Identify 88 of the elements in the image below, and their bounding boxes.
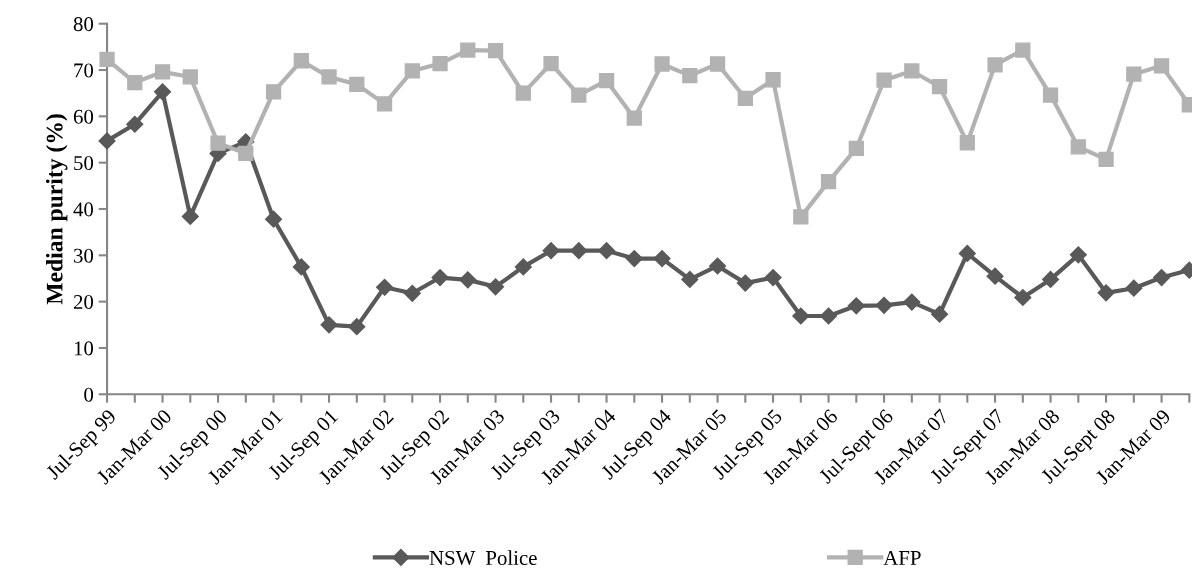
point	[570, 242, 588, 260]
point	[765, 72, 781, 88]
point	[848, 140, 864, 156]
point	[1125, 279, 1143, 297]
point	[292, 258, 310, 276]
y-tick-label: 80	[73, 17, 94, 32]
point	[126, 115, 144, 133]
point	[1153, 58, 1170, 74]
y-axis-title: Median purity (%)	[45, 114, 68, 305]
point	[375, 278, 394, 296]
point	[515, 85, 531, 101]
point	[875, 296, 893, 314]
point	[99, 51, 115, 68]
point	[709, 257, 727, 275]
legend-label: NSW Police	[429, 550, 537, 566]
legend-label: AFP	[883, 550, 921, 565]
point	[682, 67, 698, 84]
point	[293, 53, 309, 69]
point	[625, 250, 643, 268]
point	[264, 210, 283, 228]
point	[376, 96, 393, 112]
point	[792, 307, 810, 325]
point	[820, 174, 837, 190]
point	[654, 56, 670, 72]
y-tick-label: 30	[74, 248, 94, 263]
point	[265, 84, 282, 100]
point	[543, 55, 559, 72]
y-tick-label: 40	[73, 202, 94, 217]
point	[514, 258, 532, 276]
y-tick-label: 0	[84, 387, 94, 402]
point	[404, 63, 420, 79]
point	[737, 90, 753, 106]
point	[736, 274, 754, 292]
point	[931, 79, 948, 95]
y-tick-label: 20	[73, 295, 94, 310]
point	[181, 207, 199, 225]
point	[403, 284, 421, 302]
point	[959, 135, 975, 151]
point	[571, 87, 587, 103]
point	[653, 250, 671, 268]
point	[987, 57, 1003, 73]
point	[432, 55, 448, 72]
point	[598, 73, 615, 89]
point	[903, 293, 921, 311]
point	[1042, 270, 1060, 288]
point	[1069, 246, 1087, 264]
point	[321, 69, 337, 85]
point	[210, 135, 226, 151]
point	[154, 64, 171, 80]
point	[1015, 42, 1031, 58]
point	[709, 56, 726, 72]
point	[764, 268, 782, 287]
point	[958, 244, 976, 263]
y-tick-label: 60	[73, 109, 94, 124]
point	[349, 76, 365, 93]
point	[1070, 139, 1086, 155]
point	[598, 242, 616, 260]
point	[820, 307, 838, 325]
y-tick-label: 10	[74, 341, 94, 356]
point	[1153, 268, 1171, 287]
point	[1097, 284, 1115, 302]
point	[931, 305, 949, 323]
point	[986, 267, 1004, 285]
point	[459, 271, 477, 289]
point	[431, 268, 449, 287]
point	[847, 297, 865, 315]
point	[320, 316, 338, 334]
point	[153, 83, 172, 101]
point	[487, 42, 504, 59]
point	[1126, 66, 1142, 82]
point	[876, 72, 892, 88]
point	[460, 42, 476, 58]
point	[1098, 151, 1114, 168]
point	[1014, 288, 1032, 307]
point	[626, 110, 642, 126]
point	[182, 69, 198, 85]
y-tick-label: 70	[74, 63, 94, 78]
point	[1042, 87, 1059, 103]
point	[127, 74, 143, 91]
point	[238, 145, 254, 162]
y-tick-label: 50	[74, 156, 94, 171]
point	[542, 242, 560, 260]
point	[904, 63, 920, 79]
point	[793, 209, 809, 225]
point	[98, 132, 116, 150]
point	[487, 278, 505, 296]
point	[348, 318, 366, 336]
point	[681, 270, 699, 288]
